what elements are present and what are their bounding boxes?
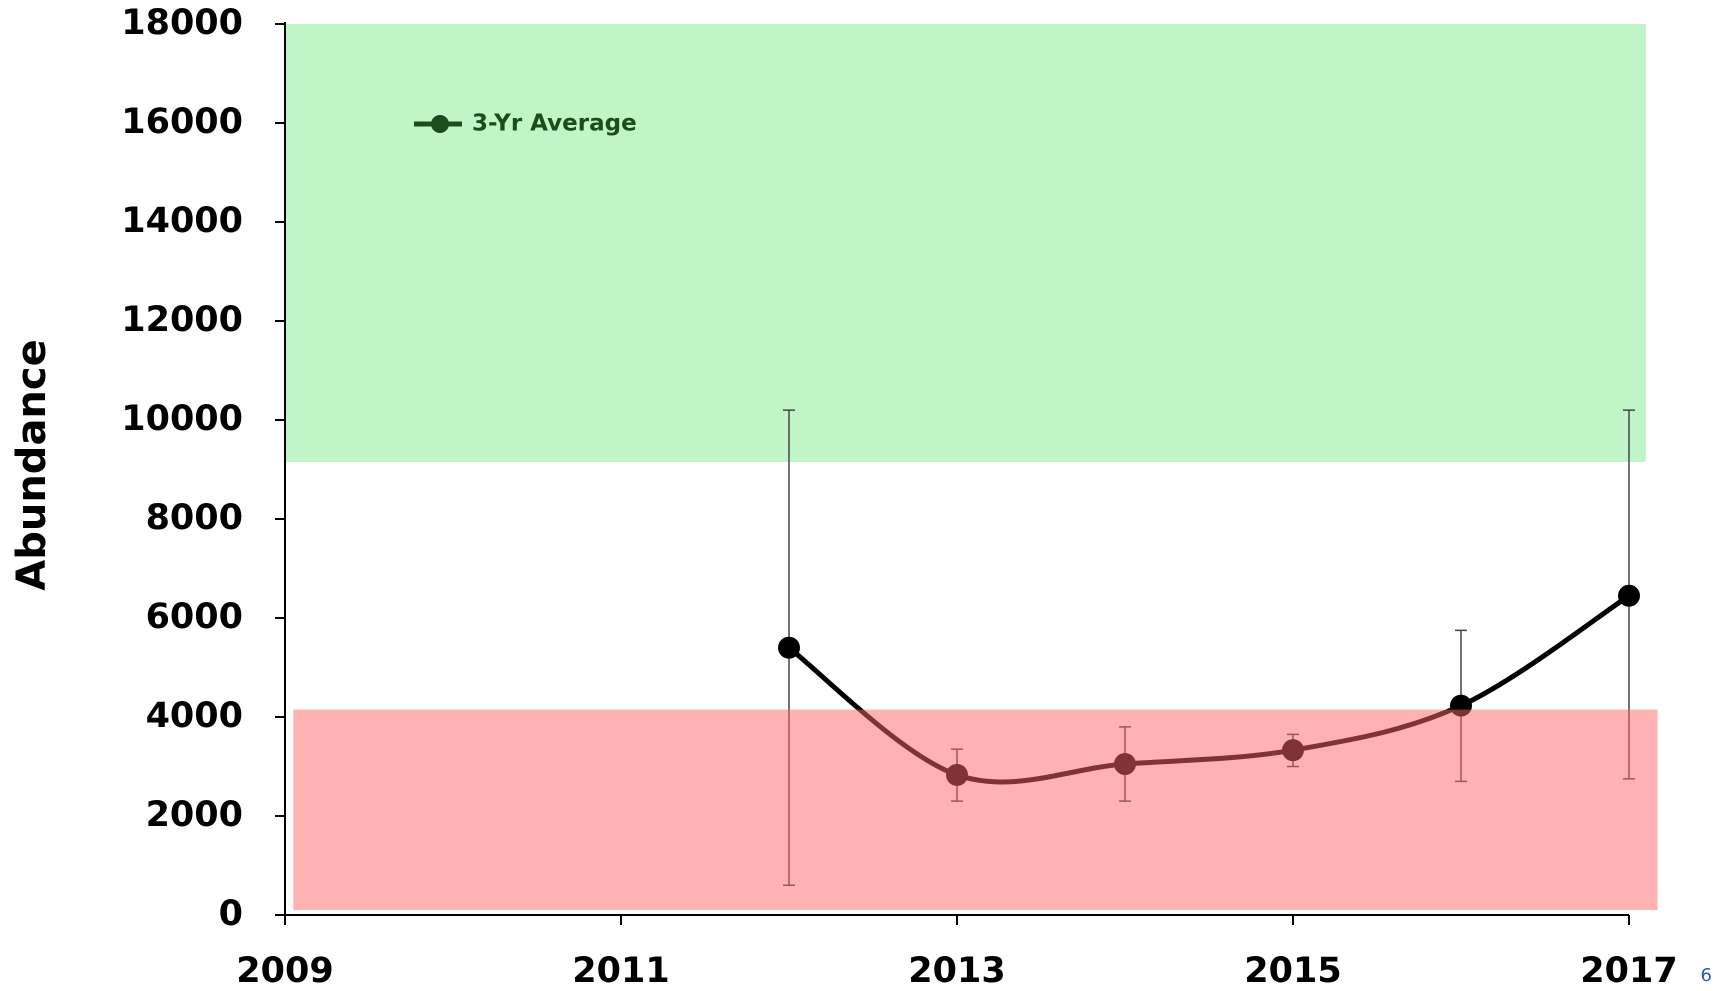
y-tick-label: 10000 xyxy=(121,399,243,439)
y-tick-label: 16000 xyxy=(121,102,243,142)
y-tick-label: 14000 xyxy=(121,201,243,241)
y-tick-label: 8000 xyxy=(146,498,243,538)
x-tick-label: 2013 xyxy=(908,951,1005,991)
y-tick-label: 2000 xyxy=(146,795,243,835)
y-axis-label: Abundance xyxy=(9,339,55,590)
bands xyxy=(285,24,1646,463)
y-tick-label: 18000 xyxy=(121,3,243,43)
data-point xyxy=(1618,584,1640,607)
band xyxy=(285,24,1646,463)
y-tick-label: 12000 xyxy=(121,300,243,340)
data-point xyxy=(778,636,800,659)
x-tick-label: 2015 xyxy=(1244,951,1341,991)
legend-marker xyxy=(431,115,449,133)
y-tick-label: 6000 xyxy=(146,597,243,637)
page-number: 6 xyxy=(1701,965,1712,986)
x-tick-label: 2009 xyxy=(236,951,333,991)
x-tick-label: 2017 xyxy=(1580,951,1677,991)
legend-label: 3-Yr Average xyxy=(472,111,637,137)
x-tick-label: 2011 xyxy=(572,951,669,991)
y-tick-label: 4000 xyxy=(146,696,243,736)
y-tick-label: 0 xyxy=(219,894,243,934)
band xyxy=(293,709,1658,911)
